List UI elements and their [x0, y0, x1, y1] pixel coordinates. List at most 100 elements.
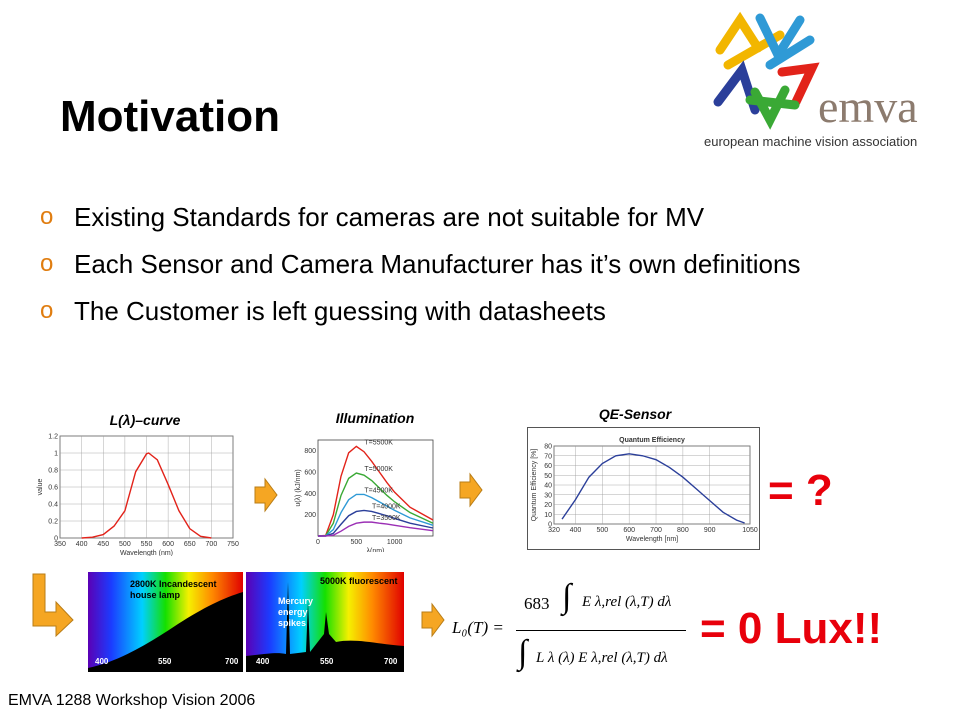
formula-fraction-bar — [516, 630, 686, 631]
bullet-marker: o — [40, 297, 54, 324]
logo-tagline: european machine vision association — [704, 134, 918, 149]
emva-logo: emva european machine vision association — [700, 10, 950, 160]
result-zero-lux: = 0 Lux!! — [700, 604, 883, 653]
fluorescent-tick: 550 — [320, 657, 334, 666]
formula-lhs: L₀(T) = — [452, 618, 504, 637]
x-tick-label: 0 — [316, 539, 320, 546]
y-tick-label: 0.4 — [48, 502, 58, 509]
series-line — [561, 453, 745, 524]
formula-integral-sign: ∫ — [562, 578, 572, 615]
arrow-right-icon — [459, 472, 483, 508]
series-line — [318, 521, 434, 537]
arrow-right-icon — [254, 477, 278, 513]
x-tick-label: 450 — [97, 541, 109, 548]
y-tick-label: 1 — [54, 451, 58, 458]
y-tick-label: 200 — [304, 512, 316, 519]
x-tick-label: 1050 — [742, 527, 758, 534]
luminance-formula: L₀(T) = ∫ 683 E λ,rel (λ,T) dλ ∫ L λ (λ)… — [452, 578, 692, 684]
x-tick-label: 700 — [650, 527, 662, 534]
plot-area — [317, 439, 434, 537]
arrow-down-right-icon — [32, 573, 74, 638]
caption-qe-sensor: QE-Sensor — [598, 406, 672, 422]
x-axis-label: Wavelength [nm] — [626, 536, 678, 543]
series-line — [318, 509, 434, 537]
x-tick-label: 800 — [677, 527, 689, 534]
y-tick-label: 0.6 — [48, 485, 58, 492]
series-line — [81, 452, 212, 539]
series-label: T=3500K — [372, 515, 401, 522]
y-tick-label: 20 — [544, 502, 552, 509]
fluorescent-spectrum-image — [246, 572, 404, 672]
x-axis-label: λ(nm) — [367, 548, 385, 552]
formula-numerator: E λ,rel (λ,T) dλ — [582, 594, 672, 610]
y-tick-label: 400 — [304, 491, 316, 498]
x-tick-label: 320 — [548, 527, 560, 534]
y-tick-label: 0 — [54, 536, 58, 543]
x-tick-label: 700 — [206, 541, 218, 548]
series-label: T=5000K — [364, 466, 393, 473]
qe-chart-frame — [527, 427, 760, 550]
incandescent-spectrum-image — [88, 572, 243, 672]
footer-text: EMVA 1288 Workshop Vision 2006 — [8, 692, 256, 709]
bullet-item: o Each Sensor and Camera Manufacturer has… — [40, 247, 840, 281]
y-tick-label: 70 — [544, 453, 552, 460]
x-tick-label: 350 — [54, 541, 66, 548]
emva-logo-mark — [713, 11, 820, 130]
y-tick-label: 60 — [544, 463, 552, 470]
y-tick-label: 40 — [544, 483, 552, 490]
incandescent-tick: 400 — [95, 657, 109, 666]
y-tick-label: 600 — [304, 470, 316, 477]
series-line — [317, 493, 434, 537]
y-tick-label: 80 — [544, 444, 552, 451]
y-axis-label: u(λ) (kJ/nm) — [295, 469, 302, 506]
bullet-item: o Existing Standards for cameras are not … — [40, 200, 840, 234]
y-tick-label: 0.8 — [48, 468, 58, 475]
fluorescent-label: 5000K fluorescent — [320, 576, 398, 586]
x-axis-label: Wavelength (nm) — [120, 550, 173, 556]
y-tick-label: 30 — [544, 492, 552, 499]
x-tick-label: 550 — [141, 541, 153, 548]
fluorescent-note: Mercury energy spikes — [278, 596, 314, 628]
formula-numerator-coef: 683 — [524, 594, 550, 613]
y-axis-label: value — [37, 479, 44, 496]
y-tick-label: 50 — [544, 473, 552, 480]
incandescent-label: 2800K Incandescent house lamp — [130, 579, 217, 600]
series-label: T=4500K — [364, 487, 393, 494]
x-tick-label: 1000 — [387, 539, 403, 546]
x-tick-label: 500 — [119, 541, 131, 548]
bullet-marker: o — [40, 203, 54, 230]
slide-title: Motivation — [60, 92, 280, 141]
series-line — [317, 445, 434, 537]
bullet-text: Each Sensor and Camera Manufacturer has … — [74, 249, 801, 279]
chart-title: Quantum Efficiency — [619, 437, 685, 444]
y-tick-label: 0.2 — [48, 519, 58, 526]
bullet-list: o Existing Standards for cameras are not … — [40, 200, 840, 341]
series-label: T=5500K — [364, 439, 393, 446]
x-tick-label: 400 — [570, 527, 582, 534]
illumination-chart: 0 500 1000 200 400 600 800 T=5500K T=5000K T=4500… — [295, 439, 434, 552]
y-tick-label: 1.2 — [48, 434, 58, 441]
x-tick-label: 500 — [596, 527, 608, 534]
bullet-text: The Customer is left guessing with datas… — [74, 296, 606, 326]
x-tick-label: 500 — [350, 539, 362, 546]
y-tick-label: 10 — [544, 512, 552, 519]
y-tick-label: 0 — [548, 522, 552, 529]
logo-wordmark: emva — [818, 81, 918, 132]
l-curve-chart: 350 400 450 500 550 600 650 700 750 0 0.2 0.4 0.6 0.8… — [37, 434, 239, 557]
x-tick-label: 400 — [76, 541, 88, 548]
fluorescent-tick: 400 — [256, 657, 270, 666]
x-tick-label: 600 — [623, 527, 635, 534]
series-line — [317, 472, 434, 537]
bullet-text: Existing Standards for cameras are not s… — [74, 202, 705, 232]
y-tick-label: 800 — [304, 448, 316, 455]
x-tick-label: 600 — [162, 541, 174, 548]
caption-l-curve: L(λ)–curve — [109, 412, 181, 428]
arrow-right-icon — [421, 602, 445, 638]
incandescent-tick: 550 — [158, 657, 172, 666]
series-label: T=4000K — [372, 503, 401, 510]
formula-integral-sign: ∫ — [518, 634, 528, 671]
caption-illumination: Illumination — [335, 410, 415, 426]
result-unknown: = ? — [768, 466, 833, 515]
qe-sensor-chart: 320 400 500 600 700 800 900 1050 0 10 20 30 40 50 60 70… — [531, 437, 758, 543]
x-tick-label: 750 — [227, 541, 239, 548]
